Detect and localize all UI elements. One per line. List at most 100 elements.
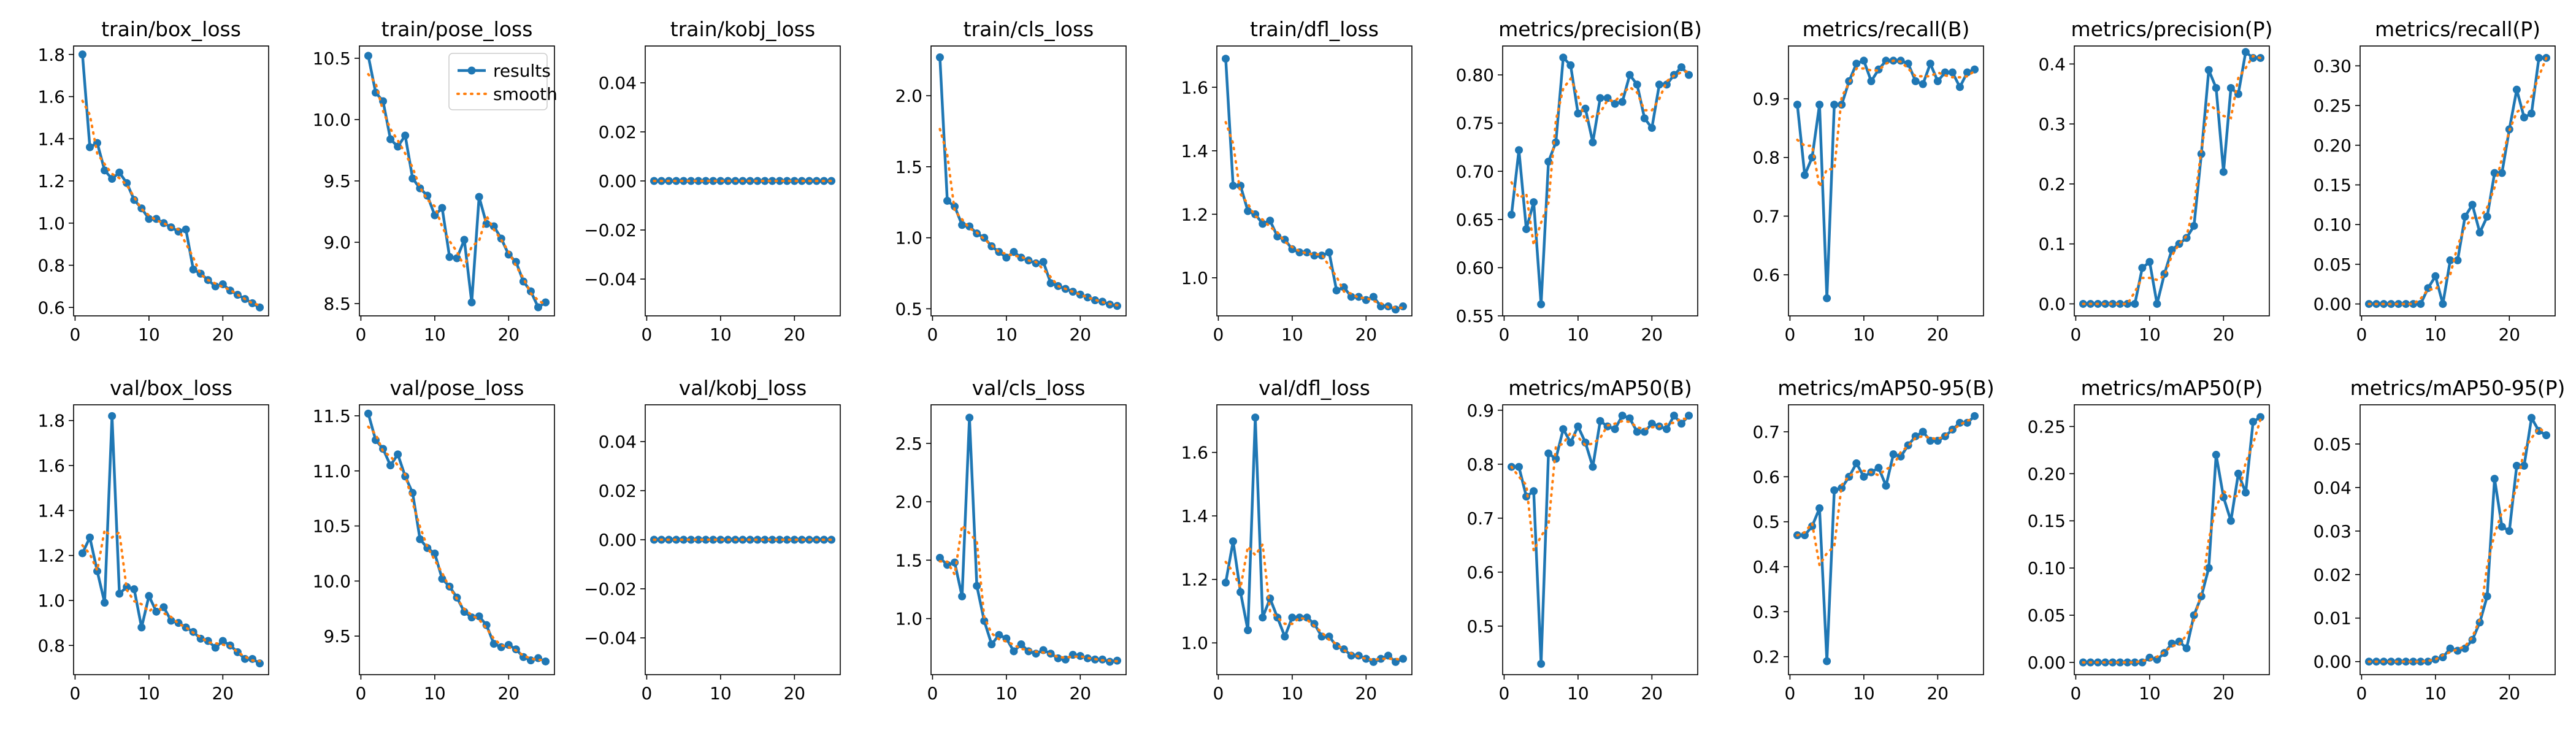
x-tick-label: 20	[1069, 324, 1091, 345]
x-tick-label: 10	[710, 683, 732, 703]
legend-results-label: results	[493, 61, 551, 81]
results-point	[1655, 80, 1663, 89]
results-point	[152, 607, 161, 616]
smooth-line	[2082, 54, 2262, 305]
y-tick-label: 0.3	[2038, 114, 2066, 134]
legend-results-marker	[467, 66, 476, 75]
subplot-5: train/dfl_loss 0 10 20 1.0 1.2 1.4 1.6	[1181, 17, 1413, 345]
subplot-1: train/box_loss 0 10 20 0.6 0.8 1.0 1.2 1.4 1.6 1.8	[37, 17, 269, 345]
results-point	[2197, 150, 2206, 158]
results-point	[2182, 644, 2191, 653]
results-point	[1515, 462, 1523, 471]
y-tick-label: 0.4	[1752, 557, 1780, 577]
results-point	[1332, 286, 1341, 295]
results-point	[951, 558, 959, 567]
results-point	[101, 166, 109, 175]
results-point	[2226, 516, 2235, 525]
subplot-title: train/pose_loss	[381, 17, 533, 41]
y-tick-label: 0.3	[1752, 602, 1780, 622]
results-point	[542, 657, 550, 665]
x-tick-label: 10	[138, 324, 160, 345]
results-point	[504, 250, 513, 259]
results-point	[1640, 114, 1649, 123]
y-tick-label: 0.02	[2313, 565, 2352, 585]
axes-frame	[359, 45, 555, 316]
x-tick-label: 0	[2356, 324, 2367, 345]
x-tick-label: 0	[1213, 683, 1224, 703]
results-point	[1530, 198, 1538, 207]
results-point	[2446, 256, 2455, 264]
results-point	[1963, 68, 1971, 77]
results-point	[1229, 537, 1237, 546]
results-point	[145, 592, 153, 600]
results-point	[1948, 68, 1957, 77]
results-point	[2483, 212, 2491, 221]
x-tick-label: 20	[212, 683, 234, 703]
smooth-line	[1224, 121, 1405, 310]
results-point	[2109, 658, 2117, 667]
results-point	[1933, 77, 1942, 85]
results-point	[1911, 77, 1920, 85]
results-point	[2190, 611, 2198, 619]
x-tick-label: 0	[69, 324, 80, 345]
results-point	[1544, 158, 1553, 166]
results-point	[159, 219, 168, 228]
results-point	[460, 236, 469, 244]
results-point	[702, 177, 710, 185]
axes-frame	[645, 404, 841, 675]
results-point	[1566, 61, 1575, 69]
smooth-line	[1510, 416, 1690, 555]
results-point	[2520, 461, 2528, 470]
axes-frame	[1502, 404, 1698, 675]
y-tick-label: 0.00	[2313, 294, 2352, 315]
results-point	[1860, 472, 1868, 481]
results-point	[2439, 300, 2447, 309]
results-point	[2453, 256, 2462, 264]
x-tick-label: 10	[1853, 683, 1875, 703]
results-point	[2241, 488, 2250, 497]
y-tick-label: 1.0	[1181, 268, 1208, 288]
results-point	[995, 631, 1003, 639]
subplot-title: train/cls_loss	[964, 17, 1094, 41]
legend: results smooth	[448, 53, 558, 110]
results-point	[1046, 279, 1055, 288]
results-point	[364, 52, 372, 60]
y-tick-label: 0.80	[1456, 65, 1494, 85]
subplot-14: val/dfl_loss 0 10 20 1.0 1.2 1.4 1.6	[1181, 376, 1413, 703]
y-tick-label: 0.25	[2028, 416, 2066, 437]
y-tick-label: 1.6	[37, 456, 65, 476]
results-point	[542, 298, 550, 307]
y-tick-label: 1.5	[895, 550, 922, 570]
x-tick-label: 20	[1926, 324, 1949, 345]
y-tick-label: 0.8	[37, 635, 65, 656]
results-point	[1017, 640, 1025, 648]
y-tick-label: 0.2	[2038, 174, 2066, 194]
results-point	[1919, 427, 1927, 436]
results-point	[211, 643, 220, 652]
subplot-17: metrics/mAP50(P) 0 10 20 0.00 0.05 0.10 0.15 0.2…	[2028, 376, 2270, 703]
results-point	[680, 535, 688, 544]
results-point	[1347, 293, 1355, 301]
axes-frame	[1502, 45, 1698, 316]
results-point	[1522, 225, 1531, 234]
results-point	[680, 177, 688, 185]
results-point	[1010, 248, 1018, 256]
x-tick-label: 20	[1355, 683, 1377, 703]
results-point	[78, 50, 86, 59]
results-point	[1874, 464, 1883, 472]
results-point	[2490, 475, 2499, 483]
results-point	[951, 202, 959, 211]
x-tick-label: 20	[783, 324, 805, 345]
axes-frame	[930, 45, 1127, 316]
results-point	[137, 623, 146, 632]
axes-frame	[73, 45, 269, 316]
x-tick-label: 20	[2212, 683, 2234, 703]
y-tick-label: 0.15	[2028, 511, 2066, 531]
results-point	[2138, 264, 2147, 272]
subplot-title: train/kobj_loss	[670, 17, 815, 41]
x-tick-label: 20	[497, 683, 519, 703]
results-point	[1530, 487, 1538, 496]
y-tick-label: 0.7	[1752, 206, 1780, 226]
results-point	[1633, 80, 1641, 89]
results-point	[416, 535, 424, 543]
